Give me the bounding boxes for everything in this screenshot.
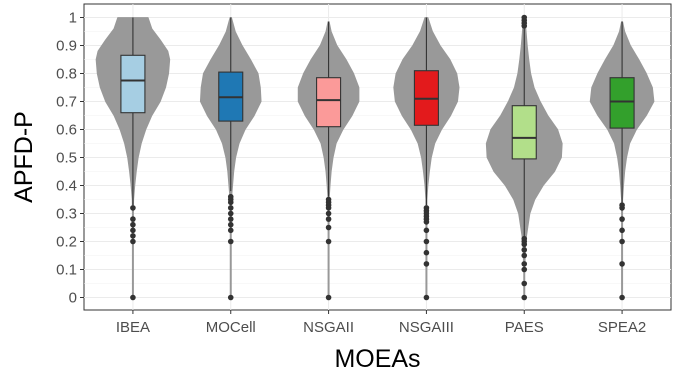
outlier-point xyxy=(521,294,528,301)
box xyxy=(511,105,537,160)
outlier-point xyxy=(521,252,528,259)
outlier-point xyxy=(227,221,234,228)
violin-group xyxy=(393,17,460,301)
x-axis-title: MOEAs xyxy=(334,345,420,373)
outlier-point xyxy=(130,294,136,301)
x-tick-label: SPEA2 xyxy=(598,319,646,336)
y-tick-label: 0.6 xyxy=(56,122,77,139)
y-tick-label: 0.3 xyxy=(56,206,77,223)
y-tick-label: 1 xyxy=(69,10,77,27)
y-tick-label: 0.2 xyxy=(56,234,77,251)
outlier-point xyxy=(423,238,430,245)
y-tick-label: 0.5 xyxy=(56,150,77,167)
violin-group xyxy=(589,21,655,301)
y-tick-label: 0.9 xyxy=(56,38,77,55)
outlier-point xyxy=(227,227,234,234)
outlier-point xyxy=(325,216,332,222)
y-tick-label: 0.1 xyxy=(56,262,77,279)
x-tick-label: PAES xyxy=(505,319,544,336)
outlier-point xyxy=(423,294,430,301)
x-axis-ticks: IBEA MOCell NSGAII NSGAIII PAES SPEA2 xyxy=(116,310,646,336)
outlier-point xyxy=(325,238,332,245)
y-axis-ticks: 0 0.1 0.2 0.3 0.4 0.5 0.6 0.7 0.8 0.9 1 xyxy=(56,10,84,307)
outlier-point xyxy=(227,216,234,222)
violin-group xyxy=(297,21,360,301)
outlier-point xyxy=(619,227,625,234)
outlier-point xyxy=(325,224,332,231)
outlier-point xyxy=(227,205,234,211)
outlier-point xyxy=(130,227,136,234)
outlier-point xyxy=(619,261,625,267)
outlier-point xyxy=(325,294,332,301)
outlier-point xyxy=(325,210,332,217)
x-tick-label: NSGAIII xyxy=(399,319,454,336)
outlier-point xyxy=(227,193,234,200)
box xyxy=(609,77,635,129)
outlier-point xyxy=(227,294,234,301)
outlier-point xyxy=(325,196,332,203)
x-tick-label: IBEA xyxy=(116,319,150,336)
outlier-point xyxy=(521,261,528,267)
violin-group xyxy=(199,17,262,301)
outlier-point xyxy=(423,205,430,211)
violin-group xyxy=(95,17,171,301)
outlier-point xyxy=(521,266,528,273)
outlier-point xyxy=(423,261,430,267)
outlier-point xyxy=(130,205,136,211)
y-tick-label: 0 xyxy=(69,290,77,307)
y-tick-label: 0.4 xyxy=(56,178,77,195)
outlier-point xyxy=(619,294,625,301)
outlier-point xyxy=(423,249,430,256)
outlier-point xyxy=(521,280,528,287)
y-axis-title: APFD-P xyxy=(10,111,38,203)
y-tick-label: 0.8 xyxy=(56,66,77,83)
box xyxy=(316,77,342,128)
outlier-point xyxy=(521,247,528,253)
outlier-point xyxy=(619,238,625,245)
x-tick-label: MOCell xyxy=(206,319,256,336)
violin-group xyxy=(485,14,563,301)
outlier-point xyxy=(130,216,136,222)
outlier-point xyxy=(130,238,136,245)
outlier-point xyxy=(521,235,528,242)
outlier-point xyxy=(619,216,625,222)
y-tick-label: 0.7 xyxy=(56,94,77,111)
box xyxy=(120,54,146,114)
outlier-point xyxy=(521,14,528,21)
outlier-point xyxy=(130,221,136,228)
outlier-point xyxy=(227,238,234,245)
violins xyxy=(95,14,655,301)
outlier-point xyxy=(423,227,430,234)
outlier-point xyxy=(619,202,625,208)
x-tick-label: NSGAII xyxy=(303,319,354,336)
gridlines xyxy=(84,4,671,310)
outlier-point xyxy=(227,210,234,217)
outlier-point xyxy=(130,233,136,239)
